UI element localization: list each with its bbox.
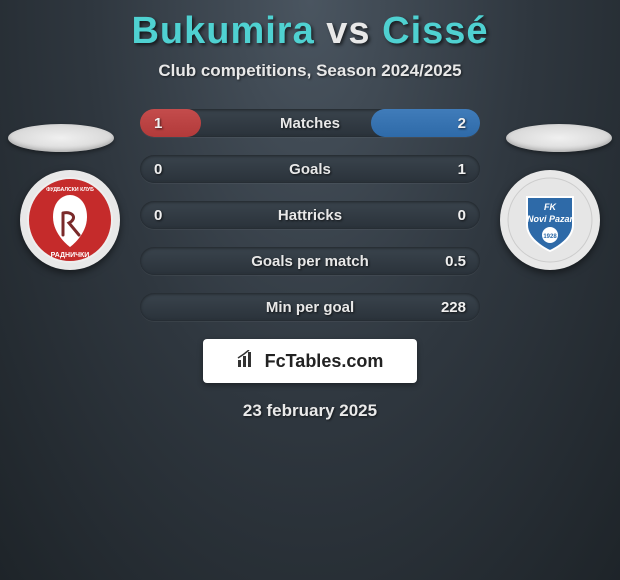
stat-row: 0Hattricks0 <box>140 201 480 229</box>
player2-name: Cissé <box>382 10 488 52</box>
stat-value-right: 0 <box>458 207 466 224</box>
comparison-title: Bukumira vs Cissé <box>0 0 620 53</box>
stat-row: 1Matches2 <box>140 109 480 137</box>
stat-value-right: 2 <box>458 115 466 132</box>
stat-value-right: 1 <box>458 161 466 178</box>
bar-chart-icon <box>237 350 259 373</box>
stat-label: Goals per match <box>140 253 480 270</box>
comparison-date: 23 february 2025 <box>0 401 620 421</box>
stat-row: 0Goals1 <box>140 155 480 183</box>
stat-label: Goals <box>140 161 480 178</box>
fctables-logo-text: FcTables.com <box>265 351 384 372</box>
stat-value-right: 0.5 <box>445 253 466 270</box>
stat-row: Min per goal228 <box>140 293 480 321</box>
stats-area: 1Matches20Goals10Hattricks0Goals per mat… <box>0 109 620 321</box>
stat-label: Min per goal <box>140 299 480 316</box>
player1-name: Bukumira <box>131 10 314 52</box>
stat-value-right: 228 <box>441 299 466 316</box>
stat-label: Hattricks <box>140 207 480 224</box>
subtitle: Club competitions, Season 2024/2025 <box>0 61 620 81</box>
stat-label: Matches <box>140 115 480 132</box>
vs-text: vs <box>326 10 370 52</box>
fctables-logo[interactable]: FcTables.com <box>203 339 417 383</box>
stat-row: Goals per match0.5 <box>140 247 480 275</box>
